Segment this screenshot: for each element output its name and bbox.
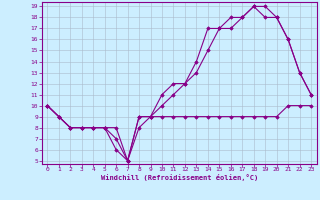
X-axis label: Windchill (Refroidissement éolien,°C): Windchill (Refroidissement éolien,°C) [100, 174, 258, 181]
